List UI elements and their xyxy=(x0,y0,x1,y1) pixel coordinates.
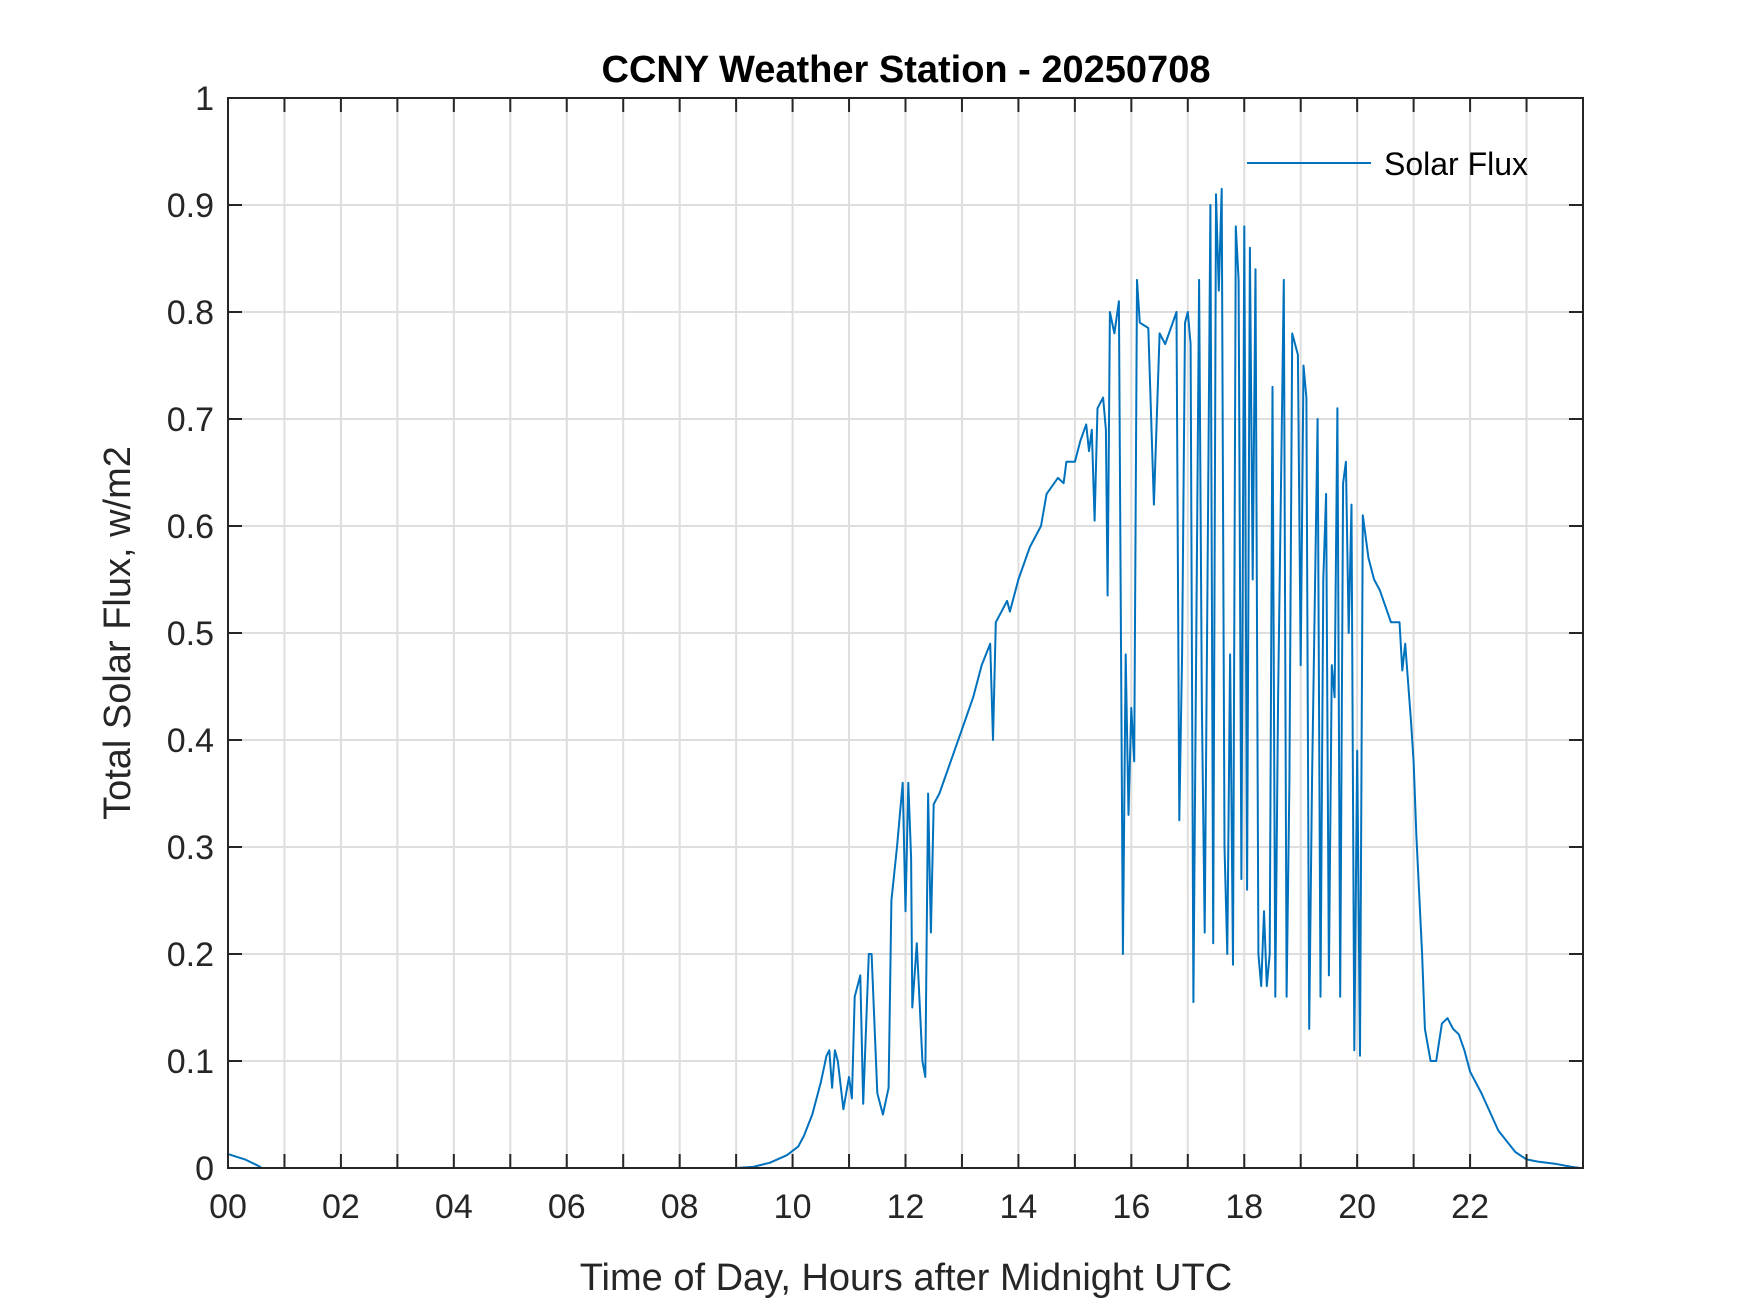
y-tick-label: 0.2 xyxy=(167,936,214,974)
chart-title: CCNY Weather Station - 20250708 xyxy=(602,49,1211,91)
x-tick-label: 20 xyxy=(1338,1188,1376,1226)
legend-label-solar-flux: Solar Flux xyxy=(1384,146,1528,182)
ticks: 00 02 04 06 08 10 12 14 16 18 20 22 0 0.1 0.2 0.3 0.4 0.5… xyxy=(167,80,1583,1226)
x-tick-label: 08 xyxy=(661,1188,699,1226)
y-tick-label: 0.6 xyxy=(167,508,214,546)
x-tick-label: 22 xyxy=(1451,1188,1489,1226)
x-tick-label: 00 xyxy=(209,1188,247,1226)
x-axis-label: Time of Day, Hours after Midnight UTC xyxy=(580,1257,1233,1299)
y-tick-label: 0.9 xyxy=(167,187,214,225)
x-tick-label: 10 xyxy=(774,1188,812,1226)
x-tick-label: 04 xyxy=(435,1188,473,1226)
y-tick-label: 0.5 xyxy=(167,615,214,653)
x-tick-label: 02 xyxy=(322,1188,360,1226)
x-tick-label: 12 xyxy=(887,1188,925,1226)
y-tick-label: 0.3 xyxy=(167,829,214,867)
y-tick-label: 0.1 xyxy=(167,1043,214,1081)
x-tick-label: 18 xyxy=(1225,1188,1263,1226)
y-tick-label: 0 xyxy=(195,1150,214,1188)
x-tick-label: 14 xyxy=(1000,1188,1038,1226)
series-layer xyxy=(227,187,1581,1169)
series-line-solar-flux xyxy=(227,187,1581,1169)
y-tick-label: 0.4 xyxy=(167,722,214,760)
y-axis-label: Total Solar Flux, w/m2 xyxy=(97,446,139,820)
x-tick-label: 06 xyxy=(548,1188,586,1226)
y-tick-label: 0.7 xyxy=(167,401,214,439)
legend: Solar Flux xyxy=(1247,146,1528,182)
y-tick-label: 1 xyxy=(195,80,214,118)
y-tick-label: 0.8 xyxy=(167,294,214,332)
grid xyxy=(228,98,1583,1168)
x-tick-label: 16 xyxy=(1112,1188,1150,1226)
